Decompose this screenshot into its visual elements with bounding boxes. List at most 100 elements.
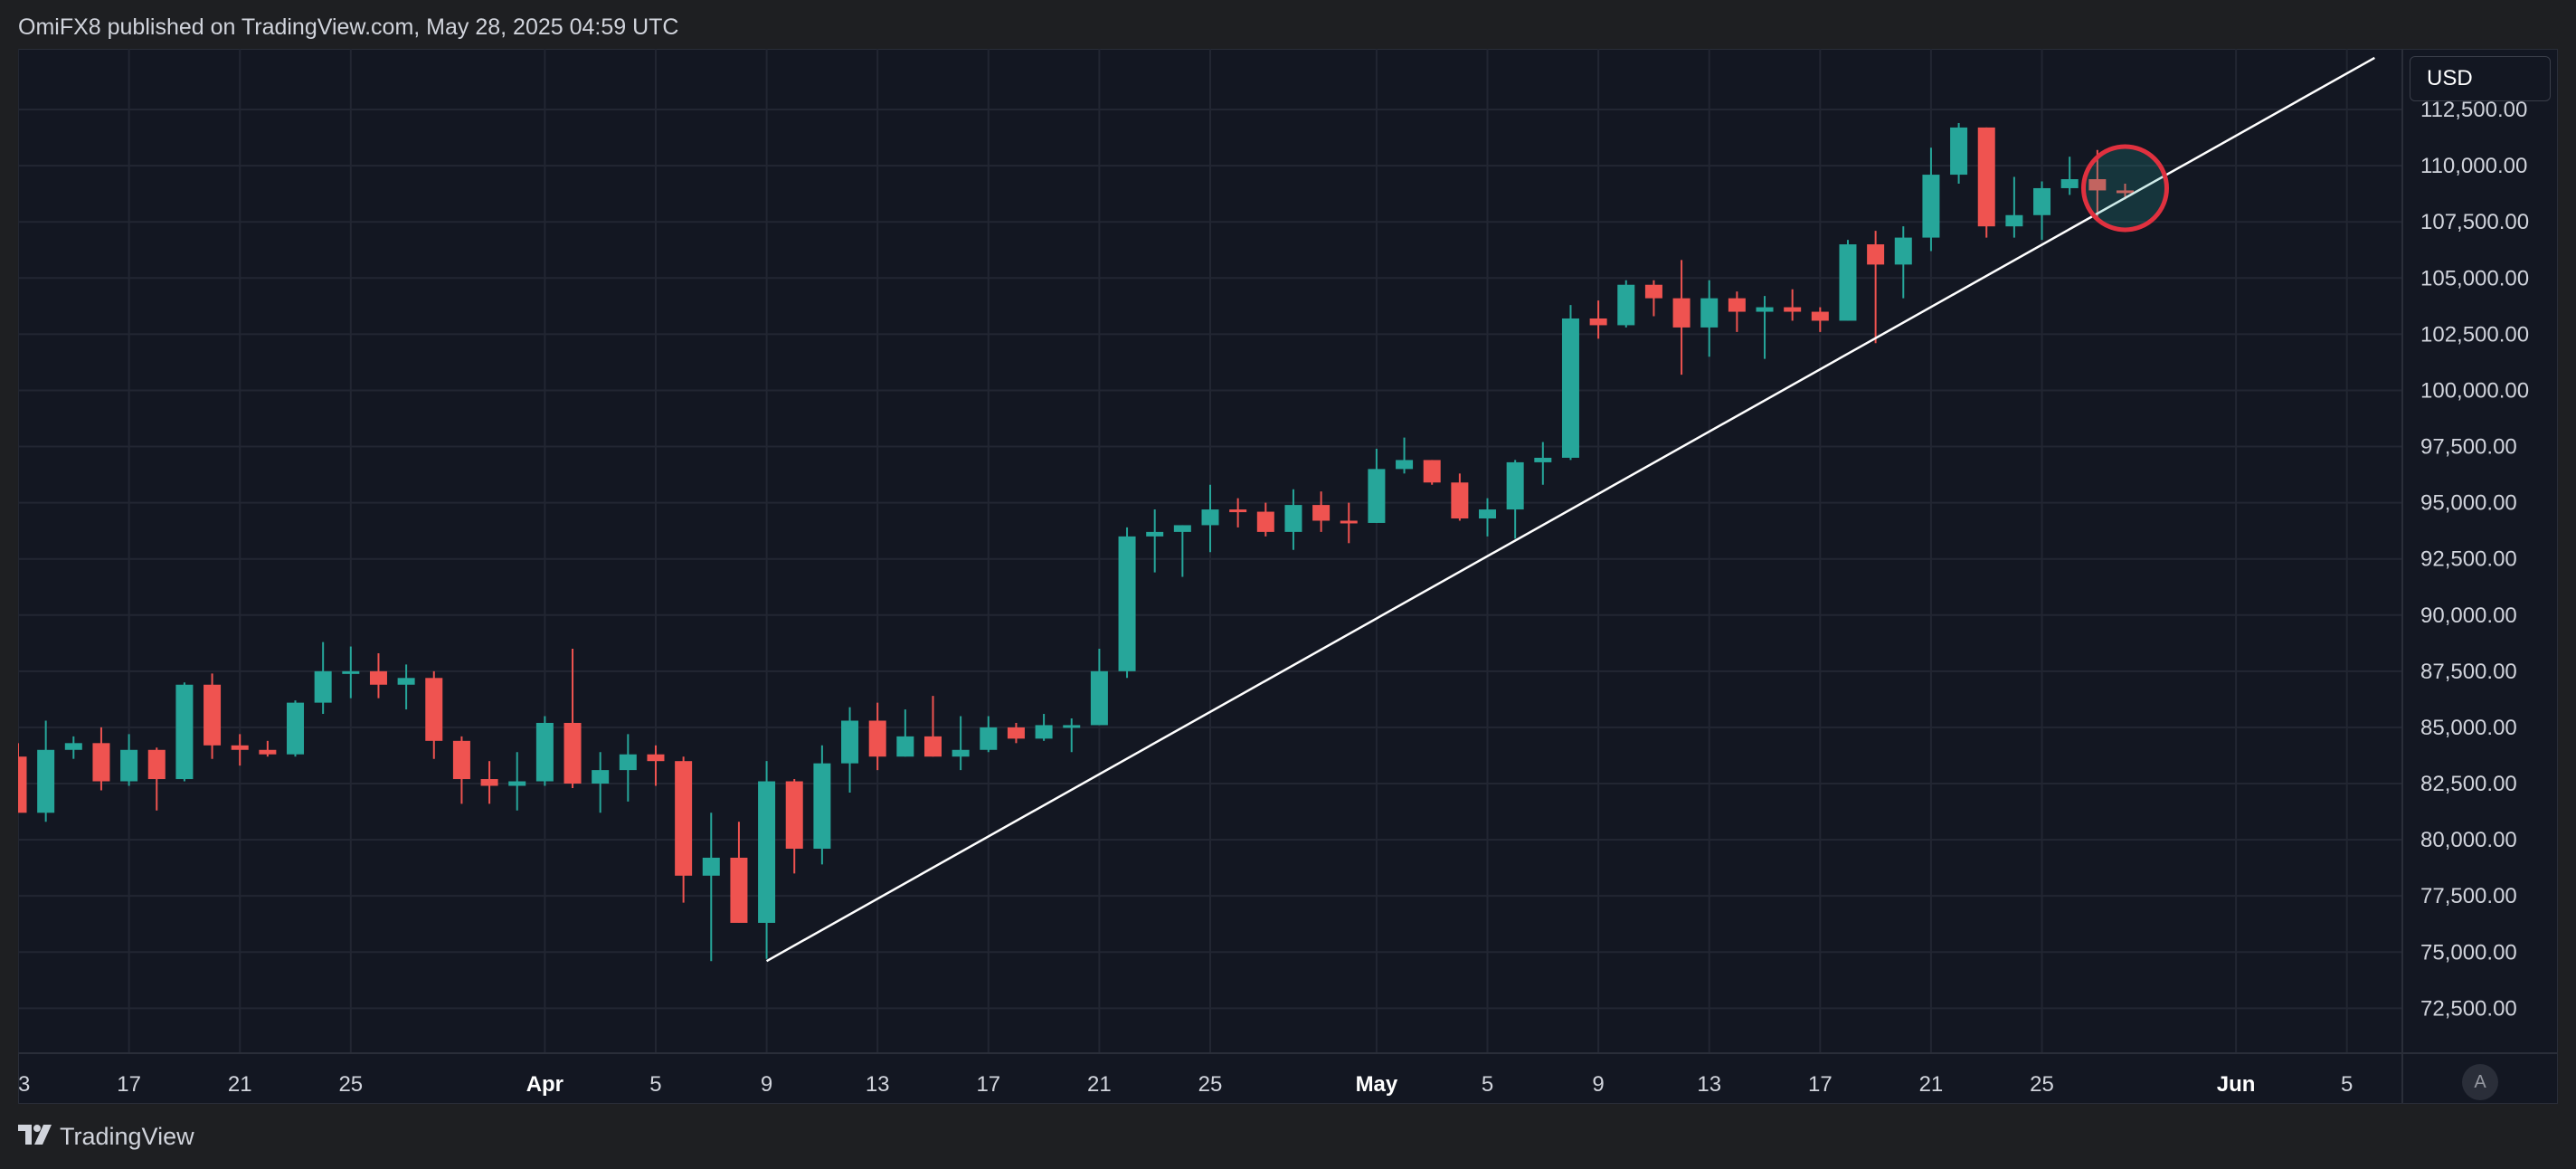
candle-body (147, 749, 166, 780)
candle-body (1090, 670, 1108, 726)
candle-body (452, 740, 470, 780)
candle (287, 700, 305, 757)
candle-body (2060, 179, 2079, 188)
candle (480, 761, 498, 804)
price-tick-label: 75,000.00 (2420, 940, 2517, 965)
candle (1811, 307, 1829, 332)
candle (342, 646, 360, 699)
price-tick-label: 97,500.00 (2420, 435, 2517, 460)
candle (619, 734, 637, 802)
candle-body (1312, 505, 1331, 521)
candle-body (2033, 187, 2051, 215)
price-tick-label: 77,500.00 (2420, 884, 2517, 908)
candle-body (1977, 127, 1995, 227)
candle (868, 702, 886, 771)
candle-body (1118, 536, 1136, 671)
tradingview-logo-icon (18, 1125, 52, 1145)
candle-body (1672, 298, 1690, 328)
candle (508, 752, 526, 811)
publish-header: OmiFX8 published on TradingView.com, May… (0, 0, 2576, 49)
price-tick-label: 92,500.00 (2420, 547, 2517, 572)
candle (64, 736, 82, 759)
candle (1589, 300, 1607, 339)
candle (314, 642, 332, 715)
candle-body (1396, 460, 1414, 470)
candle (1534, 442, 1552, 485)
candle (1090, 649, 1108, 726)
candle-body (785, 781, 803, 850)
date-tick-label: 5 (649, 1072, 661, 1097)
candle (1340, 502, 1358, 544)
candle (1063, 718, 1081, 753)
auto-scale-button[interactable]: A (2462, 1064, 2498, 1100)
candle (785, 779, 803, 874)
candle-body (397, 678, 415, 685)
date-tick-label: 21 (1087, 1072, 1112, 1097)
candle-body (1534, 457, 1552, 462)
candle (2060, 157, 2079, 195)
date-tick-label: 5 (2341, 1072, 2353, 1097)
candle (1146, 509, 1164, 573)
candle-body (1007, 727, 1025, 739)
candle (1672, 260, 1690, 375)
price-tick-label: 80,000.00 (2420, 828, 2517, 852)
date-tick-label: 9 (761, 1072, 772, 1097)
date-tick-label: Apr (526, 1072, 564, 1097)
date-tick-label: 13 (866, 1072, 890, 1097)
candle (92, 727, 110, 791)
candle (1256, 502, 1274, 537)
time-axis[interactable]: 13 17 21 25 Apr 5 9 13 17 21 25 May 5 9 13 17 21 25 Jun 5 (18, 1072, 2353, 1097)
candle-body (730, 857, 748, 923)
price-tick-label: 95,000.00 (2420, 491, 2517, 516)
candle (730, 822, 748, 923)
candle (758, 761, 776, 959)
candle (1839, 240, 1857, 321)
candle-body (813, 763, 831, 850)
date-tick-label: 9 (1592, 1072, 1604, 1097)
candle-body (204, 684, 222, 746)
candle-body (1423, 460, 1441, 483)
chart-panel[interactable] (18, 49, 2558, 1104)
candle-body (1950, 127, 1968, 176)
candle-body (1700, 298, 1719, 328)
candle (952, 716, 970, 771)
currency-selector[interactable]: USD (2410, 56, 2551, 101)
candle (1035, 714, 1053, 741)
publish-info: OmiFX8 published on TradingView.com, May… (18, 14, 679, 40)
candle (1396, 437, 1414, 474)
candle (259, 740, 277, 757)
candle (1784, 289, 1802, 321)
price-tick-label: 110,000.00 (2420, 154, 2527, 178)
candle (1173, 525, 1191, 577)
candle (1728, 291, 1746, 332)
candle (1700, 280, 1719, 357)
candle-body (1063, 725, 1081, 728)
highlight-group (2080, 144, 2169, 233)
date-tick-label: 5 (1482, 1072, 1493, 1097)
date-tick-label: 17 (1808, 1072, 1833, 1097)
candle-body (1479, 509, 1497, 518)
candle-body (2116, 190, 2134, 194)
candle (369, 652, 387, 699)
footer (0, 1106, 2576, 1169)
candle-body (592, 770, 610, 784)
candle (1479, 498, 1497, 537)
candle (675, 756, 693, 903)
candle (1451, 473, 1469, 521)
candle (980, 716, 998, 753)
candle (1977, 127, 1995, 238)
candle (175, 682, 194, 782)
price-tick-label: 82,500.00 (2420, 772, 2517, 796)
date-tick-label: 13 (18, 1072, 30, 1097)
price-axis[interactable]: 72,500.00 75,000.00 77,500.00 80,000.00 82,5… (2420, 98, 2529, 1021)
candle (1867, 231, 1885, 344)
price-tick-label: 112,500.00 (2420, 98, 2527, 122)
price-chart[interactable]: 72,500.00 75,000.00 77,500.00 80,000.00 82,5… (18, 49, 2558, 1104)
candle-body (231, 745, 249, 750)
candle-body (1728, 298, 1746, 312)
candle-body (758, 781, 776, 923)
candle-body (2005, 214, 2023, 227)
candles (18, 122, 2134, 962)
date-tick-label: 25 (2030, 1072, 2054, 1097)
candle (1561, 305, 1579, 461)
